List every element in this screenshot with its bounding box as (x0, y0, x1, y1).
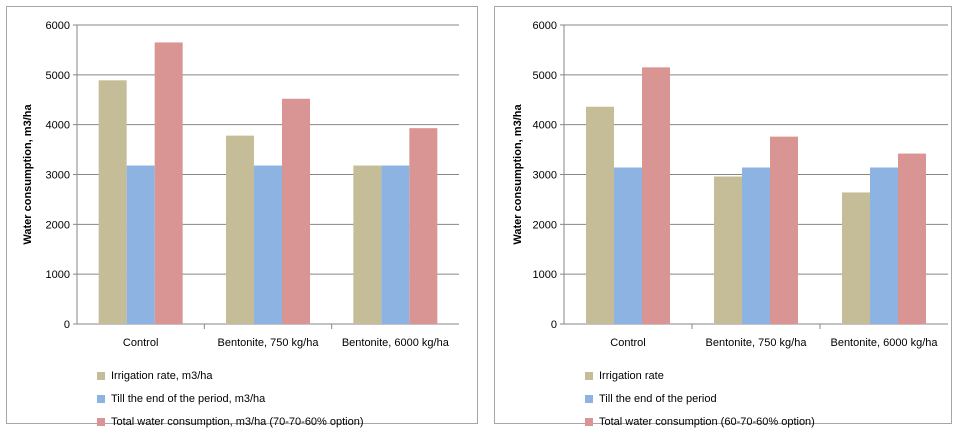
chart-0-legend-swatch (97, 417, 105, 426)
chart-1-y-axis-label: Water consumption, m3/ha (512, 104, 524, 245)
chart-1-bar-1 (842, 192, 870, 324)
chart-1-legend-label: Total water consumption (60-70-60% optio… (599, 415, 815, 428)
chart-0-y-tick-label: 0 (64, 319, 70, 331)
chart-1-legend-label: Irrigation rate (599, 369, 664, 382)
chart-0-legend-label: Total water consumption, m3/ha (70-70-60… (111, 415, 364, 428)
chart-0-bar-3 (409, 128, 438, 324)
chart-1-x-tick-label: Bentonite, 750 kg/ha (706, 337, 808, 349)
chart-0-legend-label: Irrigation rate, m3/ha (111, 369, 213, 382)
chart-0-y-tick-label: 5000 (46, 70, 70, 82)
chart-0-y-tick-label: 2000 (46, 219, 70, 231)
chart-0-y-tick-label: 1000 (46, 269, 70, 281)
chart-1-bar-3 (642, 67, 670, 324)
chart-0-y-tick-label: 3000 (46, 170, 70, 182)
chart-1-y-tick-label: 3000 (533, 170, 557, 182)
chart-0-y-axis-label: Water consumption, m3/ha (22, 104, 34, 245)
chart-0-bar-2 (126, 165, 155, 324)
chart-left: 0 1000 2000 3000 4000 5000 6000 Water consumpti… (6, 6, 478, 428)
chart-1-legend-item: Till the end of the period (585, 387, 815, 410)
chart-1-bar-3 (770, 136, 798, 324)
chart-1-bar-1 (714, 176, 742, 324)
chart-0-x-tick-label: Control (123, 337, 158, 349)
chart-0-y-tick-label: 4000 (46, 120, 70, 132)
chart-1-y-tick-label: 4000 (533, 120, 557, 132)
chart-1-bar-2 (614, 167, 642, 324)
chart-0-x-tick-label: Bentonite, 6000 kg/ha (342, 337, 450, 349)
chart-1-bar-2 (870, 167, 898, 324)
chart-left-legend: Irrigation rate, m3/ha Till the end of th… (97, 364, 364, 433)
chart-right-plot: 0 1000 2000 3000 4000 5000 6000 Water consumpti… (512, 20, 948, 349)
chart-right: 0 1000 2000 3000 4000 5000 6000 Water consumpti… (494, 6, 952, 428)
chart-0-y-tick-label: 6000 (46, 20, 70, 32)
chart-0-bar-1 (98, 80, 127, 324)
chart-0-legend-swatch (97, 394, 105, 403)
chart-1-legend-item: Total water consumption (60-70-60% optio… (585, 410, 815, 433)
chart-0-bar-1 (353, 165, 382, 324)
chart-0-legend-item: Total water consumption, m3/ha (70-70-60… (97, 410, 364, 433)
chart-0-bar-3 (282, 98, 310, 325)
chart-1-x-tick-label: Control (610, 337, 645, 349)
chart-right-legend: Irrigation rate Till the end of the perio… (585, 364, 815, 433)
chart-1-bar-2 (742, 167, 770, 324)
chart-0-x-tick-label: Bentonite, 750 kg/ha (218, 337, 320, 349)
chart-0-legend-label: Till the end of the period, m3/ha (111, 392, 266, 405)
chart-0-bar-2 (254, 165, 282, 324)
chart-left-plot: 0 1000 2000 3000 4000 5000 6000 Water consumpti… (22, 20, 459, 349)
chart-1-legend-swatch (585, 371, 593, 380)
chart-1-x-tick-label: Bentonite, 6000 kg/ha (830, 337, 938, 349)
chart-0-bar-1 (226, 135, 254, 324)
chart-1-y-tick-label: 5000 (533, 70, 557, 82)
chart-0-legend-item: Till the end of the period, m3/ha (97, 387, 364, 410)
chart-1-legend-swatch (585, 417, 593, 426)
chart-0-legend-swatch (97, 371, 105, 380)
chart-0-bar-2 (381, 165, 410, 324)
chart-0-legend-item: Irrigation rate, m3/ha (97, 364, 364, 387)
chart-1-y-tick-label: 0 (551, 319, 557, 331)
chart-1-legend-swatch (585, 394, 593, 403)
chart-0-bar-3 (154, 42, 183, 325)
chart-1-bar-1 (586, 106, 614, 324)
chart-1-legend-item: Irrigation rate (585, 364, 815, 387)
chart-1-y-tick-label: 1000 (533, 269, 557, 281)
chart-1-bar-3 (898, 153, 926, 324)
chart-1-legend-label: Till the end of the period (599, 392, 717, 405)
chart-1-y-tick-label: 6000 (533, 20, 557, 32)
chart-1-y-tick-label: 2000 (533, 219, 557, 231)
